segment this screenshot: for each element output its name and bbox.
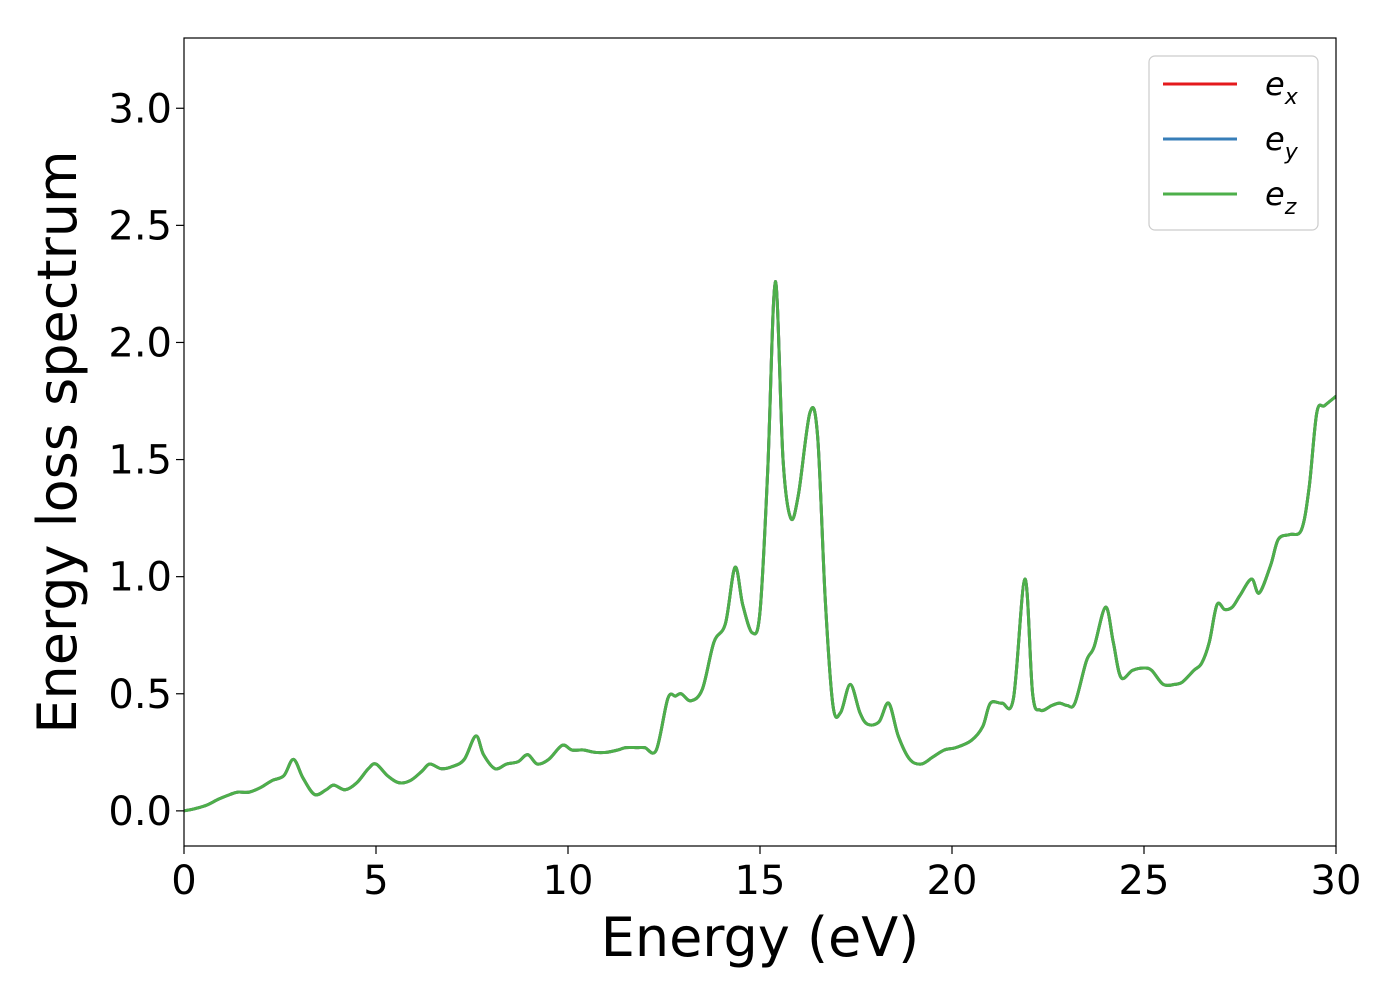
y-axis-label: Energy loss spectrum <box>26 150 89 733</box>
y-tick-label: 1.5 <box>108 438 172 484</box>
x-tick-label: 10 <box>543 858 594 904</box>
y-tick-label: 0.5 <box>108 672 172 718</box>
legend-box <box>1148 55 1319 231</box>
x-tick-label: 0 <box>171 858 196 904</box>
x-tick-label: 20 <box>927 858 978 904</box>
x-axis: 0 5 10 15 20 25 30 <box>171 846 1361 904</box>
legend: ex ey ez <box>1148 55 1319 231</box>
y-tick-label: 0.0 <box>108 789 172 835</box>
legend-label-x: ex <box>1265 65 1299 110</box>
legend-label-y: ey <box>1265 120 1299 165</box>
x-tick-label: 5 <box>363 858 388 904</box>
x-tick-label: 30 <box>1311 858 1362 904</box>
legend-label-z: ez <box>1265 175 1297 220</box>
plot-background <box>184 38 1336 846</box>
y-tick-label: 1.0 <box>108 555 172 601</box>
series-line-z <box>184 280 1336 813</box>
series-layer <box>184 280 1336 813</box>
x-axis-label: Energy (eV) <box>601 906 920 969</box>
y-tick-label: 3.0 <box>108 86 172 132</box>
legend-entries: ex ey ez <box>1163 65 1299 220</box>
y-axis: 0.0 0.5 1.0 1.5 2.0 2.5 3.0 <box>108 86 184 835</box>
x-tick-label: 25 <box>1119 858 1170 904</box>
x-tick-label: 15 <box>735 858 786 904</box>
y-tick-label: 2.0 <box>108 320 172 366</box>
y-tick-label: 2.5 <box>108 203 172 249</box>
